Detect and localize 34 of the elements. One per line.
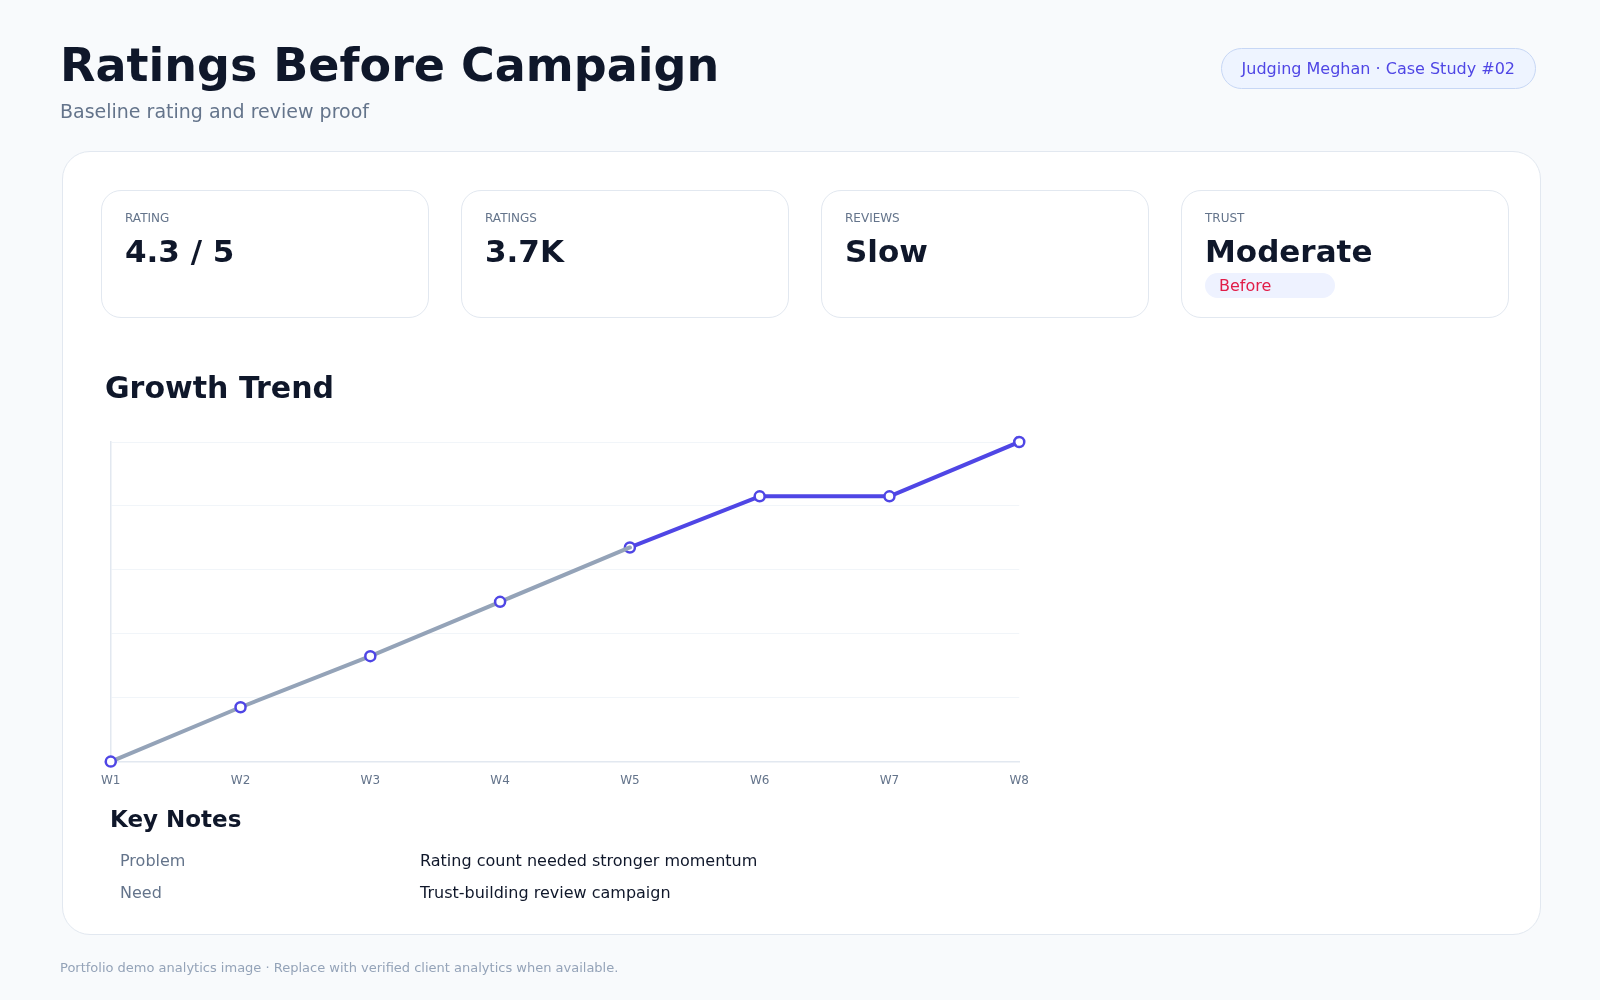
- text: Rating count needed stronger momentum: [420, 851, 758, 870]
- point: [753, 490, 766, 503]
- x-tick-label: W4: [490, 772, 510, 787]
- x-tick-label: W8: [1009, 772, 1029, 787]
- text: Problem: [120, 851, 186, 870]
- text: Trust-building review campaign: [420, 883, 671, 902]
- text: Need: [120, 883, 162, 902]
- text: Key Notes: [110, 806, 242, 832]
- point: [234, 701, 247, 714]
- point: [364, 649, 377, 663]
- text: 3.7K: [485, 233, 566, 269]
- point: [1013, 435, 1026, 449]
- x-tick-label: W7: [879, 772, 900, 787]
- x-tick-label: W3: [360, 772, 381, 787]
- x-tick-label: W5: [620, 772, 640, 787]
- text: Moderate: [1205, 233, 1374, 269]
- text: Baseline rating and review proof: [60, 100, 369, 122]
- text: 4.3 / 5: [125, 233, 236, 269]
- text: Before: [1205, 273, 1336, 298]
- text: REVIEWS: [845, 211, 901, 225]
- x-tick-label: W2: [230, 772, 251, 787]
- text: Portfolio demo analytics image · Replace with verified client analytics when available.: [60, 960, 619, 975]
- x-tick-label: W6: [749, 772, 770, 787]
- text: Judging Meghan · Case Study #02: [1220, 48, 1536, 89]
- text: RATINGS: [485, 211, 538, 225]
- point: [883, 490, 896, 503]
- chart-title: Growth Trend: [105, 370, 335, 405]
- text: TRUST: [1205, 211, 1246, 225]
- point: [104, 755, 117, 768]
- text: Ratings Before Campaign: [60, 38, 720, 92]
- text: Slow: [845, 233, 929, 269]
- x-tick-label: W1: [101, 772, 121, 787]
- text: RATING: [125, 211, 171, 225]
- point: [493, 595, 507, 609]
